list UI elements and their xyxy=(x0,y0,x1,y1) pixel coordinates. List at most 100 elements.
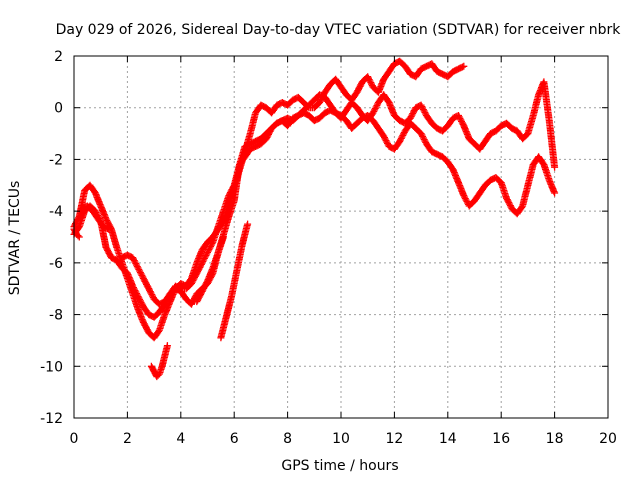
data-point xyxy=(189,277,197,285)
data-point xyxy=(205,246,213,254)
data-point xyxy=(135,266,143,273)
series-track-c xyxy=(118,106,559,308)
data-point xyxy=(139,318,147,326)
data-point xyxy=(196,263,204,271)
data-point xyxy=(551,189,559,197)
x-tick-label: 6 xyxy=(230,431,239,447)
data-point xyxy=(457,116,465,124)
x-tick-label: 10 xyxy=(332,431,350,447)
data-point xyxy=(106,251,114,259)
data-point xyxy=(104,219,112,227)
data-point xyxy=(408,111,416,119)
data-point xyxy=(463,198,471,205)
data-point xyxy=(506,200,514,208)
y-tick-label: 2 xyxy=(54,49,63,65)
series-track-f xyxy=(217,220,252,342)
data-point xyxy=(207,243,215,251)
data-point xyxy=(193,269,201,277)
data-point xyxy=(140,320,148,328)
data-point xyxy=(366,77,374,85)
data-point xyxy=(503,194,510,202)
data-point xyxy=(506,202,514,210)
y-tick-label: -8 xyxy=(49,308,63,324)
data-point xyxy=(134,264,142,272)
data-point xyxy=(141,277,149,285)
data-point xyxy=(102,215,110,223)
data-point xyxy=(199,257,207,265)
y-tick-label: -6 xyxy=(49,256,63,272)
data-point xyxy=(103,245,111,253)
data-point xyxy=(198,259,206,267)
data-point xyxy=(381,134,388,142)
data-point xyxy=(75,233,83,241)
data-point xyxy=(397,136,404,144)
data-point xyxy=(137,270,145,278)
x-tick-label: 2 xyxy=(123,431,132,447)
data-point xyxy=(419,133,427,140)
x-tick-label: 20 xyxy=(599,431,617,447)
data-point xyxy=(206,244,214,252)
data-point xyxy=(369,109,377,117)
data-point xyxy=(551,163,559,171)
data-point xyxy=(194,296,202,304)
y-tick-label: -4 xyxy=(49,204,63,220)
data-point xyxy=(130,284,137,292)
data-point xyxy=(460,62,468,70)
data-point xyxy=(136,297,144,305)
data-point xyxy=(135,294,143,302)
x-axis-label: GPS time / hours xyxy=(281,458,398,474)
data-point xyxy=(136,295,144,303)
data-point xyxy=(397,134,405,142)
data-point xyxy=(208,240,216,248)
data-point xyxy=(461,193,469,201)
data-point xyxy=(133,290,141,297)
data-point xyxy=(200,283,208,291)
data-point xyxy=(244,220,252,228)
series-track-a xyxy=(70,57,468,342)
y-tick-label: 0 xyxy=(54,101,63,117)
y-tick-label: -10 xyxy=(40,359,63,375)
data-point xyxy=(192,271,200,279)
data-point xyxy=(197,289,205,297)
grid-lines xyxy=(74,56,608,418)
data-point xyxy=(381,135,389,143)
x-tick-label: 16 xyxy=(492,431,510,447)
data-point xyxy=(143,326,151,334)
x-tick-label: 4 xyxy=(176,431,185,447)
data-point xyxy=(355,84,363,92)
data-point xyxy=(459,63,466,71)
data-point xyxy=(203,250,211,258)
data-point xyxy=(455,113,463,121)
data-point xyxy=(384,140,391,147)
data-point xyxy=(356,82,364,90)
data-points xyxy=(70,57,559,381)
data-point xyxy=(188,278,196,286)
data-point xyxy=(202,252,210,259)
data-point xyxy=(353,88,361,96)
data-point xyxy=(132,288,140,296)
chart-title: Day 029 of 2026, Sidereal Day-to-day VTE… xyxy=(56,22,622,38)
data-point xyxy=(198,287,206,295)
x-tick-label: 8 xyxy=(283,431,292,447)
data-point xyxy=(373,102,381,109)
data-point xyxy=(163,342,171,350)
data-point xyxy=(138,271,146,279)
data-point xyxy=(195,265,203,273)
data-point xyxy=(143,324,150,332)
data-point xyxy=(142,279,150,287)
data-point xyxy=(456,114,464,122)
data-point xyxy=(407,113,415,121)
x-tick-label: 18 xyxy=(546,431,564,447)
data-point xyxy=(420,107,428,115)
data-point xyxy=(197,290,205,298)
series-track-g xyxy=(193,233,227,306)
x-tick-label: 12 xyxy=(385,431,403,447)
data-point xyxy=(460,192,468,200)
data-point xyxy=(365,76,373,84)
x-tick-label: 0 xyxy=(70,431,79,447)
data-point xyxy=(105,225,113,233)
data-point xyxy=(417,101,425,109)
data-point xyxy=(418,131,426,139)
